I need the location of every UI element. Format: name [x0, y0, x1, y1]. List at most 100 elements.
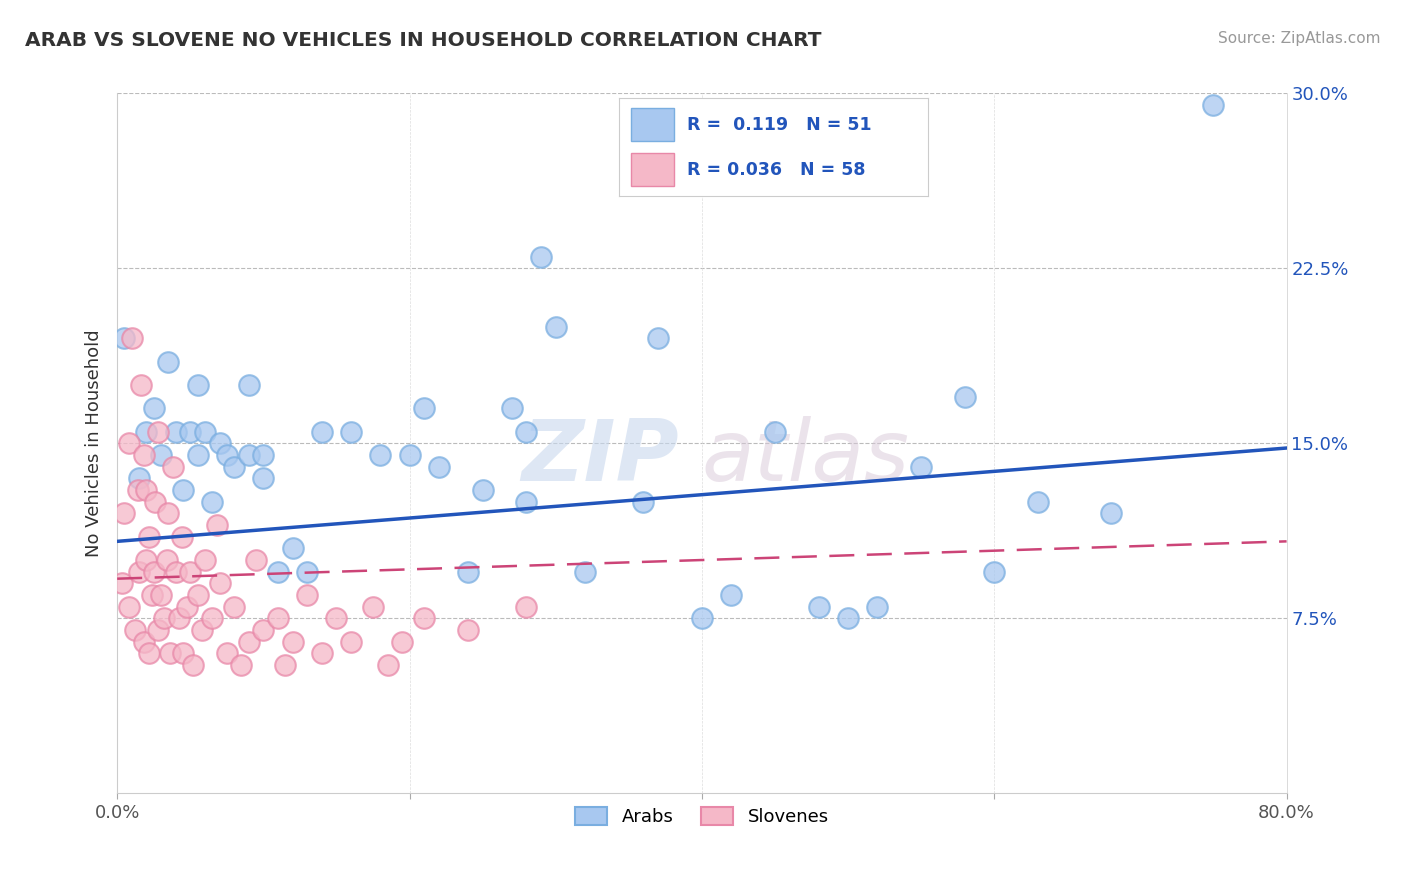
Point	[515, 494, 537, 508]
Point	[132, 634, 155, 648]
Text: atlas: atlas	[702, 416, 910, 499]
Point	[252, 471, 274, 485]
Point	[124, 623, 146, 637]
Point	[297, 565, 319, 579]
Point	[340, 425, 363, 439]
Point	[231, 658, 253, 673]
Point	[201, 494, 224, 508]
Point	[238, 634, 260, 648]
Point	[281, 541, 304, 556]
Point	[194, 425, 217, 439]
Point	[157, 354, 180, 368]
Point	[135, 553, 157, 567]
Text: Source: ZipAtlas.com: Source: ZipAtlas.com	[1218, 31, 1381, 46]
Point	[515, 425, 537, 439]
Point	[165, 425, 187, 439]
Point	[150, 448, 173, 462]
Point	[121, 331, 143, 345]
Point	[368, 448, 391, 462]
Point	[267, 611, 290, 625]
Point	[187, 378, 209, 392]
Point	[238, 448, 260, 462]
Point	[138, 646, 160, 660]
Point	[690, 611, 713, 625]
Point	[114, 331, 136, 345]
Point	[167, 611, 190, 625]
Point	[515, 599, 537, 614]
Point	[501, 401, 523, 416]
Point	[162, 459, 184, 474]
Point	[215, 646, 238, 660]
Point	[172, 483, 194, 497]
Point	[953, 390, 976, 404]
Point	[172, 646, 194, 660]
Point	[135, 425, 157, 439]
Point	[128, 471, 150, 485]
Point	[170, 530, 193, 544]
Point	[194, 553, 217, 567]
Point	[224, 459, 246, 474]
Point	[156, 553, 179, 567]
Point	[530, 250, 553, 264]
Legend: Arabs, Slovenes: Arabs, Slovenes	[568, 799, 837, 833]
Point	[179, 565, 201, 579]
Point	[208, 436, 231, 450]
Point	[457, 623, 479, 637]
Text: R =  0.119   N = 51: R = 0.119 N = 51	[686, 116, 872, 134]
Point	[127, 483, 149, 497]
Point	[114, 507, 136, 521]
Point	[398, 448, 420, 462]
Point	[143, 494, 166, 508]
Point	[274, 658, 297, 673]
Point	[647, 331, 669, 345]
Point	[179, 425, 201, 439]
Point	[457, 565, 479, 579]
Point	[340, 634, 363, 648]
Y-axis label: No Vehicles in Household: No Vehicles in Household	[86, 329, 103, 558]
Point	[138, 530, 160, 544]
Point	[118, 599, 141, 614]
Point	[361, 599, 384, 614]
Point	[159, 646, 181, 660]
Point	[311, 646, 333, 660]
Point	[245, 553, 267, 567]
Point	[142, 565, 165, 579]
Point	[252, 623, 274, 637]
Point	[187, 448, 209, 462]
Text: ARAB VS SLOVENE NO VEHICLES IN HOUSEHOLD CORRELATION CHART: ARAB VS SLOVENE NO VEHICLES IN HOUSEHOLD…	[25, 31, 823, 50]
FancyBboxPatch shape	[631, 108, 675, 141]
Point	[153, 611, 176, 625]
Point	[205, 518, 228, 533]
Point	[471, 483, 494, 497]
Point	[544, 319, 567, 334]
Point	[720, 588, 742, 602]
Point	[267, 565, 290, 579]
Point	[150, 588, 173, 602]
Point	[110, 576, 132, 591]
Point	[281, 634, 304, 648]
Point	[118, 436, 141, 450]
Point	[837, 611, 859, 625]
Point	[427, 459, 450, 474]
Point	[325, 611, 347, 625]
Point	[413, 611, 436, 625]
Point	[763, 425, 786, 439]
Point	[311, 425, 333, 439]
Point	[128, 565, 150, 579]
Point	[208, 576, 231, 591]
Point	[866, 599, 889, 614]
Point	[141, 588, 163, 602]
Point	[633, 494, 655, 508]
Point	[191, 623, 214, 637]
Point	[181, 658, 204, 673]
Point	[129, 378, 152, 392]
Point	[165, 565, 187, 579]
Point	[910, 459, 932, 474]
Point	[142, 401, 165, 416]
Point	[215, 448, 238, 462]
Point	[413, 401, 436, 416]
Point	[157, 507, 180, 521]
Point	[807, 599, 830, 614]
Point	[238, 378, 260, 392]
Point	[176, 599, 198, 614]
